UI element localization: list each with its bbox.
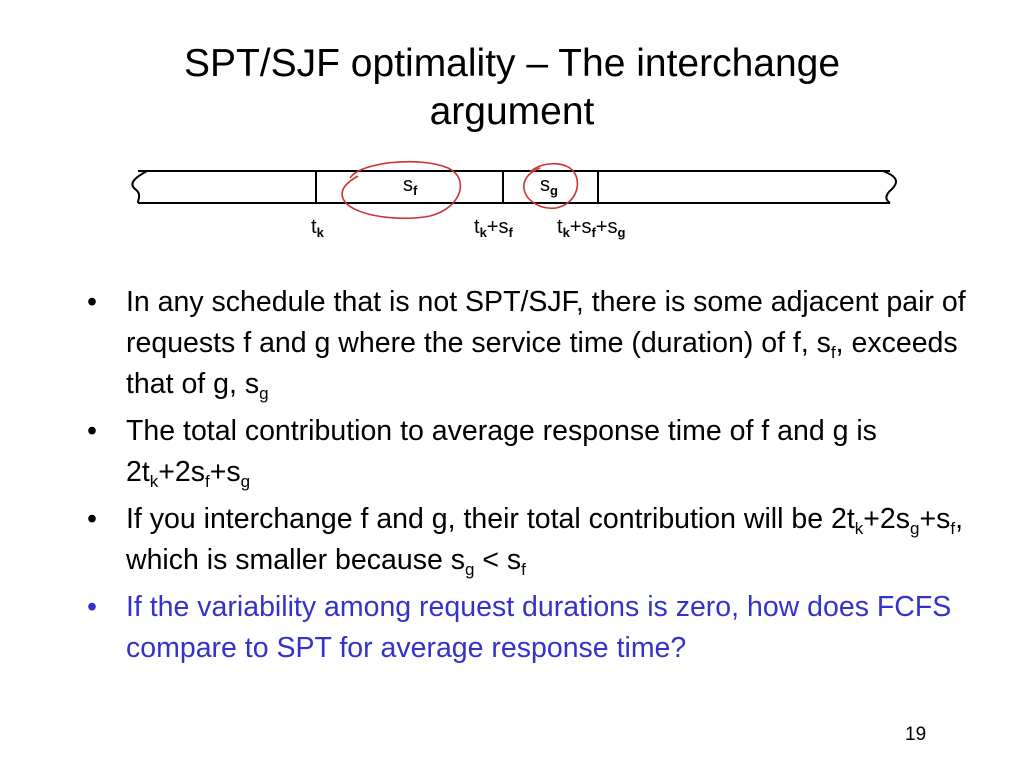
title-line-2: argument	[429, 90, 595, 133]
block-label-sg: sg	[540, 174, 558, 198]
timeline-svg	[131, 160, 898, 220]
bullet-marker: •	[87, 415, 97, 447]
bullet-item-question: • If the variability among request durat…	[84, 587, 984, 669]
slide-title: SPT/SJF optimality – The interchange arg…	[112, 40, 912, 136]
timeline-diagram: sf sg tk tk+sf tk+sf+sg	[0, 150, 1024, 260]
timeline-left-break	[131, 170, 148, 204]
bullet-item-2: • The total contribution to average resp…	[84, 411, 984, 493]
bullet-list: • In any schedule that is not SPT/SJF, t…	[84, 282, 984, 675]
circle-sg	[523, 162, 579, 209]
bullet-marker: •	[87, 503, 97, 535]
bullet-marker: •	[87, 286, 97, 318]
bullet-item-3: • If you interchange f and g, their tota…	[84, 499, 984, 581]
bullet-marker: •	[87, 591, 97, 623]
circle-sf	[341, 160, 462, 220]
tick-label-tk-sf: tk+sf	[474, 216, 513, 240]
title-line-1: SPT/SJF optimality – The interchange	[183, 42, 841, 85]
page-number: 19	[905, 724, 927, 745]
block-label-sf: sf	[403, 174, 418, 198]
tick-label-tk-sf-sg: tk+sf+sg	[557, 216, 626, 240]
tick-label-tk: tk	[311, 216, 324, 240]
timeline-right-break	[882, 170, 898, 204]
bullet-item-1: • In any schedule that is not SPT/SJF, t…	[84, 282, 984, 405]
